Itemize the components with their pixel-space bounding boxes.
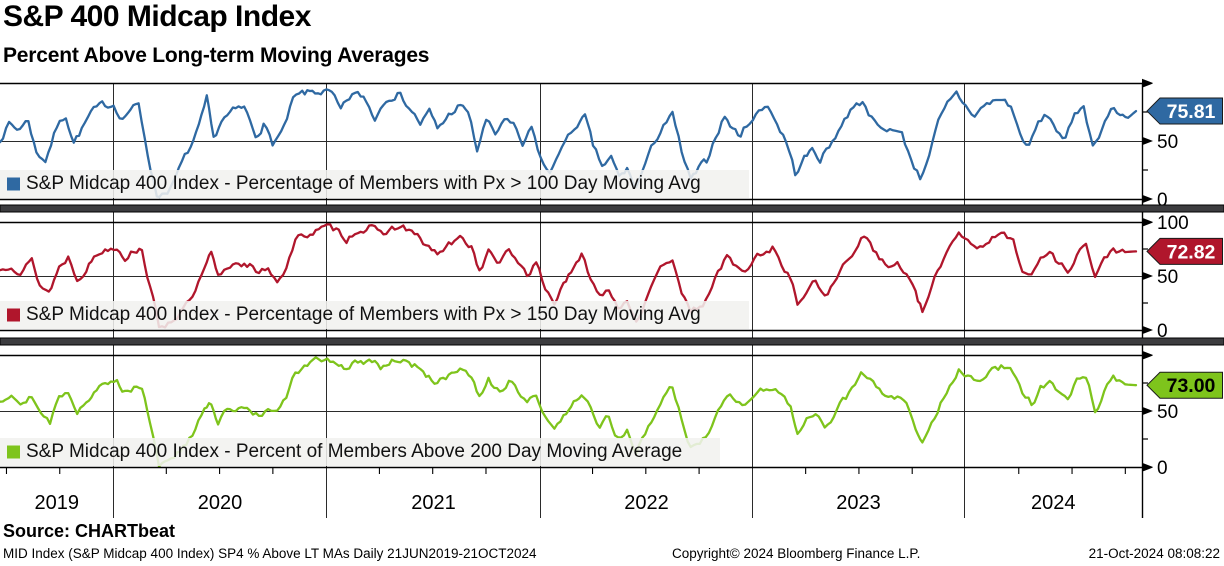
panel-ma100: 0 50 S&P Midcap 400 Index - Percentage of … [0, 78, 1223, 211]
legend-label: S&P Midcap 400 Index - Percentage of Mem… [26, 173, 701, 194]
xtick-label-2023: 2023 [836, 492, 881, 514]
panel-separator [0, 204, 1224, 213]
last-value-label: 72.82 [1167, 241, 1216, 263]
ytick-label: 50 [1157, 132, 1178, 153]
legend-marker [7, 308, 20, 322]
legend-background [0, 438, 720, 466]
page-title: S&P 400 Midcap Index [3, 0, 311, 33]
timestamp-label: 21-Oct-2024 08:08:22 [1088, 546, 1220, 561]
page-subtitle: Percent Above Long-term Moving Averages [3, 44, 430, 67]
panel-ma200: 0 50 S&P Midcap 400 Index - Percent of Mem… [0, 350, 1223, 479]
panel-separator [0, 337, 1224, 346]
axis-arrow-tick [1142, 325, 1153, 335]
ytick-label: 0 [1157, 190, 1168, 211]
axis-arrow-tick [1142, 217, 1153, 227]
axis-arrow-tick [1142, 194, 1153, 204]
last-value-tag [1146, 371, 1223, 399]
chart-description: MID Index (S&P Midcap 400 Index) SP4 % A… [3, 546, 537, 561]
ytick-label: 0 [1157, 321, 1168, 342]
axis-arrow-tick [1142, 136, 1153, 146]
legend-marker [7, 177, 20, 191]
xtick-label-2019: 2019 [35, 492, 80, 514]
last-value-tag [1146, 97, 1223, 125]
last-value-tag [1146, 237, 1223, 265]
chart-svg: 0 50 S&P Midcap 400 Index - Percentage of … [0, 78, 1224, 518]
source-label: Source: CHARTbeat [3, 521, 176, 541]
bottom-axis-arrow [1142, 463, 1153, 472]
copyright-label: Copyright© 2024 Bloomberg Finance L.P. [672, 546, 921, 561]
legend-label: S&P Midcap 400 Index - Percent of Member… [26, 441, 682, 462]
chart-area: 0 50 S&P Midcap 400 Index - Percentage of … [0, 78, 1224, 523]
ytick-label: 50 [1157, 267, 1178, 288]
xtick-label-2021: 2021 [411, 492, 456, 514]
xtick-label-2024: 2024 [1031, 492, 1076, 514]
last-value-label: 75.81 [1167, 101, 1216, 123]
legend-label: S&P Midcap 400 Index - Percentage of Mem… [26, 304, 701, 325]
series-line-ma100 [0, 88, 1138, 199]
legend-background [0, 301, 749, 329]
xtick-label-2020: 2020 [198, 492, 243, 514]
axis-arrow-tick [1142, 350, 1153, 360]
last-value-label: 73.00 [1167, 375, 1216, 397]
xtick-label-2022: 2022 [624, 492, 669, 514]
legend-background [0, 170, 749, 198]
axis-arrow-tick [1142, 406, 1153, 416]
panel-ma150: 0 50 100 S&P Midcap 400 Index - Percentage … [0, 213, 1223, 342]
axis-arrow-tick [1142, 271, 1153, 281]
ytick-label: 0 [1157, 458, 1168, 479]
axis-arrow-tick [1142, 78, 1153, 88]
ytick-label: 50 [1157, 402, 1178, 423]
legend-marker [7, 445, 20, 459]
ytick-label: 100 [1157, 213, 1189, 234]
